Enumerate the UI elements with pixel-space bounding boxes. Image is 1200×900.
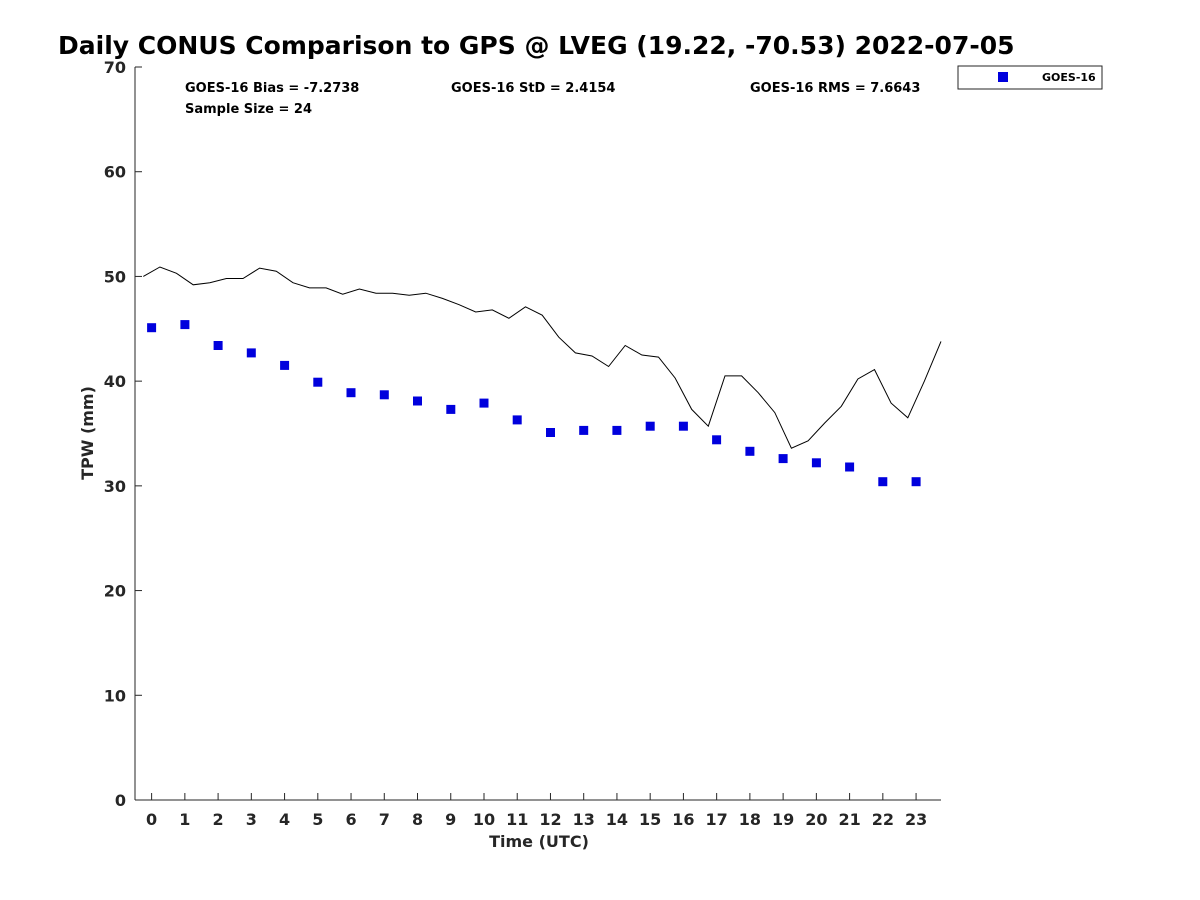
y-tick-label: 60 <box>104 163 126 182</box>
x-tick-label: 7 <box>379 810 390 829</box>
x-tick-label: 12 <box>539 810 561 829</box>
y-tick-label: 30 <box>104 477 126 496</box>
goes16-point <box>612 425 622 435</box>
y-tick-label: 40 <box>104 372 126 391</box>
goes16-point <box>845 462 855 472</box>
goes16-point <box>546 428 555 437</box>
x-tick-label: 15 <box>639 810 661 829</box>
goes16-point <box>446 404 456 414</box>
goes16-point <box>180 320 190 330</box>
goes16-point <box>246 348 256 358</box>
goes16-point <box>346 388 356 398</box>
std-stat: GOES-16 StD = 2.4154 <box>451 81 615 96</box>
goes16-point <box>911 477 921 487</box>
goes16-point <box>811 458 821 468</box>
legend-label-goes16: GOES-16 <box>1042 71 1096 84</box>
legend-marker <box>998 72 1008 82</box>
x-tick-label: 20 <box>805 810 827 829</box>
goes16-point <box>778 454 788 464</box>
goes16-points <box>147 320 921 487</box>
x-tick-label: 9 <box>445 810 456 829</box>
goes16-point <box>678 421 688 431</box>
goes16-point <box>213 341 223 350</box>
goes16-point <box>379 390 389 400</box>
goes16-point <box>413 396 422 406</box>
chart-title: Daily CONUS Comparison to GPS @ LVEG (19… <box>58 31 1015 60</box>
plot-area <box>143 266 942 487</box>
bias-stat: GOES-16 Bias = -7.2738 <box>185 81 359 96</box>
x-tick-label: 17 <box>706 810 728 829</box>
x-tick-label: 14 <box>606 810 628 829</box>
x-tick-label: 3 <box>246 810 257 829</box>
y-tick-label: 20 <box>104 582 126 601</box>
goes16-point <box>579 425 589 435</box>
x-tick-label: 11 <box>506 810 528 829</box>
rms-stat: GOES-16 RMS = 7.6643 <box>750 81 920 96</box>
x-tick-label: 0 <box>146 810 157 829</box>
y-tick-label: 70 <box>104 58 126 77</box>
x-tick-label: 4 <box>279 810 290 829</box>
goes16-point <box>712 435 722 445</box>
goes16-point <box>147 323 157 333</box>
goes16-point <box>479 398 489 408</box>
x-tick-label: 13 <box>573 810 595 829</box>
axes <box>134 67 941 801</box>
goes16-point <box>280 360 290 370</box>
goes16-point <box>878 477 888 487</box>
y-tick-label: 10 <box>104 686 126 705</box>
goes16-point <box>512 415 522 425</box>
y-ticks: 0 10 20 30 40 50 60 70 <box>104 58 142 810</box>
x-tick-label: 19 <box>772 810 794 829</box>
x-tick-label: 23 <box>905 810 927 829</box>
sample-size-stat: Sample Size = 24 <box>185 102 312 117</box>
gps-series-line <box>143 266 942 449</box>
x-tick-label: 2 <box>213 810 224 829</box>
x-tick-label: 16 <box>672 810 694 829</box>
x-tick-label: 18 <box>739 810 761 829</box>
legend: GOES-16 <box>957 65 1103 90</box>
x-tick-label: 21 <box>838 810 860 829</box>
x-tick-label: 22 <box>872 810 894 829</box>
x-tick-label: 5 <box>312 810 323 829</box>
y-tick-label: 50 <box>104 267 126 286</box>
y-axis-label: TPW (mm) <box>78 386 97 480</box>
y-tick-label: 0 <box>115 791 126 810</box>
goes16-point <box>645 421 655 431</box>
x-tick-label: 10 <box>473 810 495 829</box>
goes16-point <box>313 377 323 387</box>
x-tick-label: 6 <box>345 810 356 829</box>
legend-box <box>957 65 1103 90</box>
x-ticks: 0 1 2 3 4 5 6 7 8 9 10 11 12 13 14 15 16 17 18 19 20 21 22 23 <box>146 793 927 829</box>
x-tick-label: 8 <box>412 810 423 829</box>
x-tick-label: 1 <box>179 810 190 829</box>
x-axis-label: Time (UTC) <box>489 832 589 851</box>
goes16-point <box>745 446 755 456</box>
